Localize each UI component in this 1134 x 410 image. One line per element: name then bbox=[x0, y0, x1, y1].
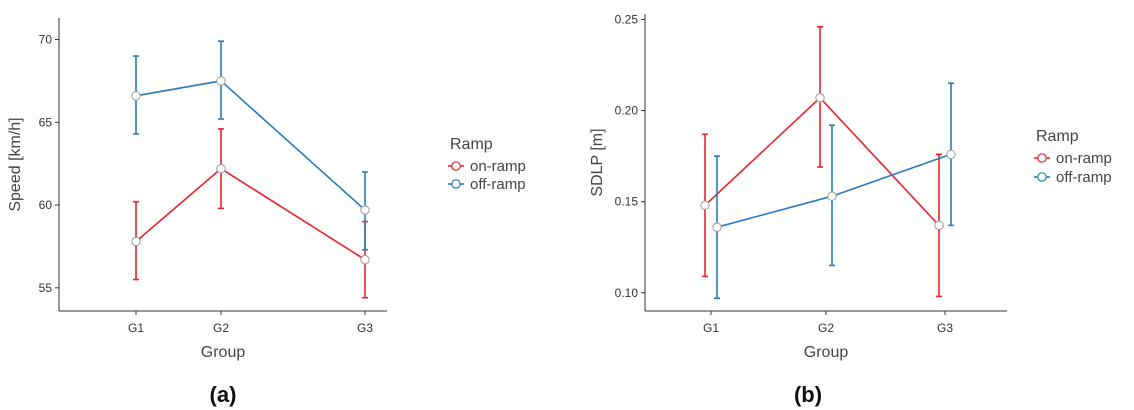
legend-key-point bbox=[1038, 173, 1046, 181]
legend-key-point bbox=[452, 162, 460, 170]
legend-key-point bbox=[1038, 154, 1046, 162]
panel-a: 55 60 65 70 G1 G2 G3 Speed [km/h] Group Ramp on-ra… bbox=[7, 18, 526, 407]
legend-label-off-ramp: off-ramp bbox=[1056, 169, 1112, 186]
x-tick-label: G3 bbox=[937, 321, 953, 335]
y-tick-label: 60 bbox=[39, 198, 53, 212]
legend-label-off-ramp: off-ramp bbox=[470, 176, 526, 193]
data-point bbox=[217, 164, 225, 172]
data-point bbox=[713, 223, 721, 231]
data-point bbox=[947, 150, 955, 158]
panel-label: (a) bbox=[210, 382, 237, 407]
series-line-on-ramp bbox=[705, 98, 939, 226]
series-line-off-ramp bbox=[136, 81, 365, 210]
legend-title: Ramp bbox=[450, 136, 493, 153]
y-tick-label: 65 bbox=[39, 115, 53, 129]
legend-label-on-ramp: on-ramp bbox=[1056, 150, 1112, 167]
x-tick-label: G1 bbox=[128, 321, 144, 335]
data-point bbox=[361, 206, 369, 214]
x-axis-title: Group bbox=[201, 344, 246, 361]
x-axis-title: Group bbox=[804, 344, 849, 361]
x-tick-label: G2 bbox=[213, 321, 229, 335]
data-point bbox=[828, 192, 836, 200]
x-tick-label: G3 bbox=[357, 321, 373, 335]
data-point bbox=[132, 92, 140, 100]
legend-label-on-ramp: on-ramp bbox=[470, 158, 526, 175]
y-tick-label: 0.10 bbox=[615, 286, 639, 300]
legend-title: Ramp bbox=[1036, 128, 1079, 145]
data-point bbox=[816, 94, 824, 102]
x-tick-label: G1 bbox=[703, 321, 719, 335]
series-line-off-ramp bbox=[717, 154, 951, 227]
y-tick-label: 0.15 bbox=[615, 195, 639, 209]
legend-key-point bbox=[452, 180, 460, 188]
panel-label: (b) bbox=[794, 382, 822, 407]
x-tick-label: G2 bbox=[818, 321, 834, 335]
data-point bbox=[361, 255, 369, 263]
series-line-on-ramp bbox=[136, 169, 365, 260]
y-tick-label: 55 bbox=[39, 281, 53, 295]
data-point bbox=[132, 237, 140, 245]
y-tick-label: 0.25 bbox=[615, 12, 639, 26]
panel-b: 0.10 0.15 0.20 0.25 G1 G2 G3 SDLP [m] Group Ramp o… bbox=[589, 12, 1112, 407]
y-tick-label: 70 bbox=[39, 33, 53, 47]
data-point bbox=[217, 77, 225, 85]
data-point bbox=[935, 221, 943, 229]
y-axis-title: SDLP [m] bbox=[589, 128, 606, 196]
y-tick-label: 0.20 bbox=[615, 104, 639, 118]
data-point bbox=[701, 201, 709, 209]
y-axis-title: Speed [km/h] bbox=[7, 117, 24, 211]
